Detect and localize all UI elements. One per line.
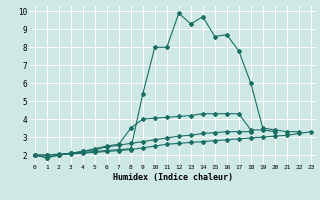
X-axis label: Humidex (Indice chaleur): Humidex (Indice chaleur) — [113, 173, 233, 182]
